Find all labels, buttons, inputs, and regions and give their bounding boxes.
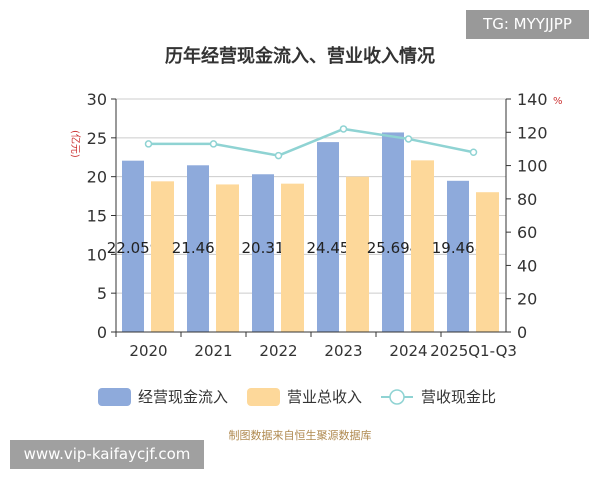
bar-data-label: 21.465 [172, 239, 225, 257]
chart-title: 历年经营现金流入、营业收入情况 [165, 46, 435, 67]
x-tick-label: 2025Q1-Q3 [430, 342, 517, 360]
y-right-tick-label: 140 [517, 90, 548, 109]
legend-label: 营收现金比 [421, 388, 496, 406]
legend-label: 营业总收入 [287, 388, 362, 406]
line-ratio [148, 127, 474, 157]
line-point [404, 135, 413, 143]
bar-cash-inflow [122, 160, 144, 332]
tg-badge: TG: MYYJJPP [466, 10, 589, 39]
bar-revenue [216, 184, 239, 332]
bar-revenue [151, 181, 174, 332]
line-point [274, 151, 283, 160]
watermark: www.vip-kaifaycjf.com [10, 440, 204, 469]
bar-revenue [281, 183, 304, 332]
y-left-tick-label: 25 [87, 129, 107, 148]
y-right-tick-label: 100 [517, 157, 548, 176]
line-point [339, 125, 348, 133]
bar-revenue [476, 192, 499, 332]
bar-cash-inflow [252, 174, 274, 332]
x-tick-label: 2020 [129, 342, 167, 360]
y-left-tick-label: 0 [97, 323, 107, 342]
y-right-tick-label: 0 [517, 323, 527, 342]
bar-data-label: 19.468 [432, 239, 485, 257]
y-left-tick-label: 15 [87, 207, 107, 226]
legend-swatch-revenue [247, 388, 280, 406]
legend-label: 经营现金流入 [138, 388, 228, 406]
line-point [209, 140, 218, 148]
y-right-tick-label: 40 [517, 256, 537, 275]
bar-revenue [411, 160, 434, 332]
y-right-tick-label: 20 [517, 290, 537, 309]
bar-cash-inflow [382, 132, 404, 332]
bar-cash-inflow [447, 180, 469, 332]
x-tick-label: 2022 [259, 342, 297, 360]
y-left-tick-label: 5 [97, 284, 107, 303]
y-right-tick-label: 80 [517, 190, 537, 209]
bar-data-label: 20.31 [242, 239, 285, 257]
line-point [469, 148, 478, 157]
bar-cash-inflow [187, 165, 209, 332]
y-right-label: % [553, 96, 563, 107]
x-tick-label: 2023 [324, 342, 362, 360]
legend-swatch-ratio-marker [389, 389, 405, 405]
bar-data-label: 22.059 [107, 239, 160, 257]
bar-revenue [346, 176, 369, 332]
y-right-tick-label: 120 [517, 123, 548, 142]
y-left-tick-label: 30 [87, 90, 107, 109]
y-left-label: (亿元) [69, 130, 82, 158]
bar-cash-inflow [317, 142, 339, 332]
bar-data-label: 24.45 [307, 239, 350, 257]
y-left-tick-label: 10 [87, 245, 107, 264]
x-tick-label: 2021 [194, 342, 232, 360]
x-tick-label: 2024 [389, 342, 427, 360]
legend-swatch-cash-inflow [98, 388, 131, 406]
source-note: 制图数据来自恒生聚源数据库 [228, 429, 372, 442]
line-point [144, 140, 153, 148]
y-right-tick-label: 60 [517, 223, 537, 242]
y-left-tick-label: 20 [87, 168, 107, 187]
bar-data-label: 25.694 [367, 239, 420, 257]
